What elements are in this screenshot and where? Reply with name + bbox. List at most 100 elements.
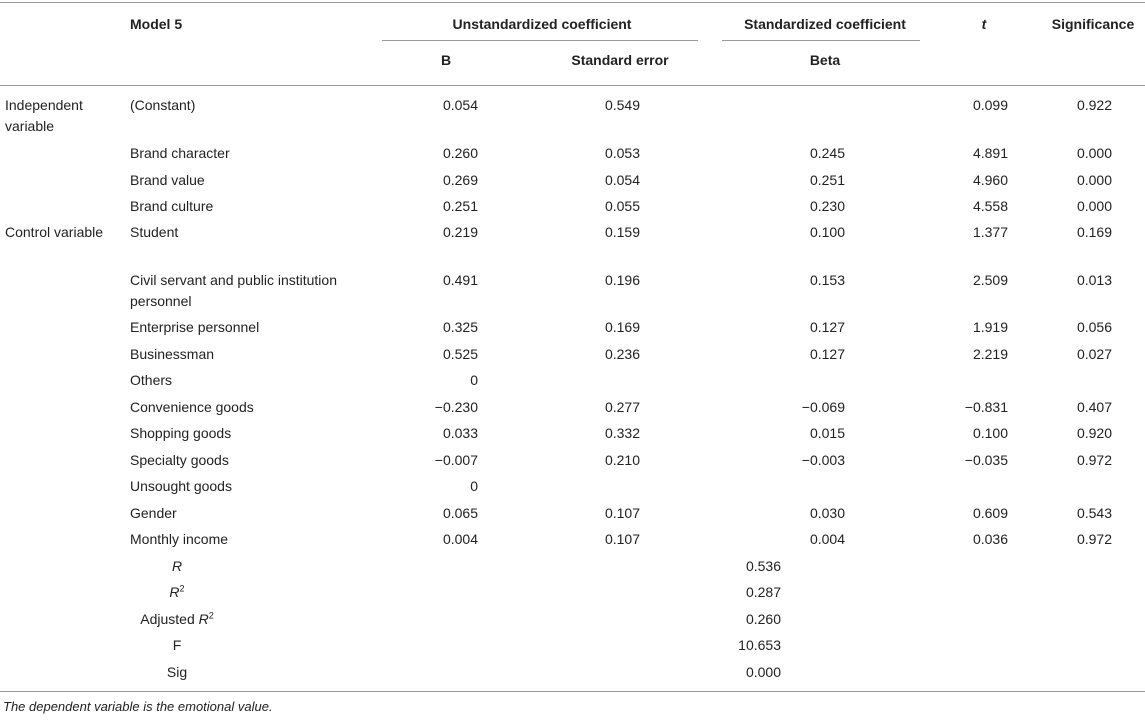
row-label: Specialty goods (130, 452, 229, 468)
unstd-group-rule (382, 40, 698, 41)
row-label: Student (130, 224, 179, 240)
header-beta: Beta (809, 52, 841, 68)
cell-significance: 0.056 (1076, 319, 1112, 335)
cell-beta: 0.230 (809, 198, 845, 214)
cell-significance: 0.027 (1076, 346, 1112, 362)
cell-significance: 0.000 (1076, 172, 1112, 188)
cell-beta: 0.127 (809, 319, 845, 335)
cell-b: 0.033 (442, 425, 478, 441)
row-label: Enterprise personnel (130, 319, 260, 335)
stat-label-superscript: 2 (208, 610, 214, 621)
cell-t: 2.509 (972, 272, 1008, 288)
cell-beta: 0.251 (809, 172, 845, 188)
cell-t: 4.891 (972, 145, 1008, 161)
cell-standard-error: 0.332 (604, 425, 640, 441)
cell-significance: 0.920 (1076, 425, 1112, 441)
stat-label: Adjusted R2 (140, 610, 214, 628)
cell-significance: 0.972 (1076, 452, 1112, 468)
cell-beta: 0.245 (809, 145, 845, 161)
row-label: Brand character (130, 145, 230, 161)
cell-t: 0.099 (972, 97, 1008, 113)
cell-b: 0.269 (442, 172, 478, 188)
row-label: Businessman (130, 346, 215, 362)
cell-beta: −0.003 (801, 452, 845, 468)
cell-t: 1.377 (972, 224, 1008, 240)
cell-t: 2.219 (972, 346, 1008, 362)
cell-standard-error: 0.210 (604, 452, 640, 468)
cell-significance: 0.972 (1076, 531, 1112, 547)
cell-b: 0 (470, 372, 478, 388)
row-label: (Constant) (130, 97, 196, 113)
cell-standard-error: 0.236 (604, 346, 640, 362)
cell-b: 0.219 (442, 224, 478, 240)
cell-standard-error: 0.159 (604, 224, 640, 240)
cell-standard-error: 0.549 (604, 97, 640, 113)
cell-b: 0.491 (442, 272, 478, 288)
cell-standard-error: 0.169 (604, 319, 640, 335)
stat-label-symbol: Sig (166, 664, 188, 680)
row-label: Monthly income (130, 531, 229, 547)
cell-b: 0.065 (442, 505, 478, 521)
row-label: Gender (130, 505, 177, 521)
group-label-independent: Independent variable (5, 97, 83, 134)
cell-significance: 0.000 (1076, 198, 1112, 214)
cell-b: 0.054 (442, 97, 478, 113)
cell-t: 0.100 (972, 425, 1008, 441)
header-standardized: Standardized coefficient (744, 16, 906, 32)
stat-label-symbol: R (171, 558, 183, 574)
row-label: Brand value (130, 172, 205, 188)
cell-standard-error: 0.107 (604, 505, 640, 521)
row-label: Others (130, 372, 173, 388)
stat-label-symbol: F (172, 637, 182, 653)
stat-label: R2 (169, 583, 184, 601)
cell-beta: 0.004 (809, 531, 845, 547)
header-standard-error: Standard error (571, 52, 669, 68)
cell-b: 0.260 (442, 145, 478, 161)
header-bottom-rule (0, 85, 1145, 86)
row-label: Brand culture (130, 198, 214, 214)
stat-value: 10.653 (738, 637, 781, 653)
cell-beta: −0.069 (801, 399, 845, 415)
cell-beta: 0.030 (809, 505, 845, 521)
row-label-continued: personnel (130, 293, 192, 309)
top-rule (0, 2, 1145, 3)
group-label-control: Control variable (5, 224, 104, 240)
cell-b: 0 (470, 478, 478, 494)
cell-t: −0.831 (964, 399, 1008, 415)
cell-significance: 0.407 (1076, 399, 1112, 415)
row-label: Unsought goods (130, 478, 232, 494)
stat-value: 0.287 (745, 584, 781, 600)
cell-standard-error: 0.277 (604, 399, 640, 415)
footnote: The dependent variable is the emotional … (3, 699, 273, 714)
stat-label-symbol: R (169, 584, 180, 600)
row-label: Civil servant and public institution (130, 272, 337, 288)
cell-standard-error: 0.054 (604, 172, 640, 188)
header-significance: Significance (1051, 16, 1135, 32)
cell-beta: 0.015 (809, 425, 845, 441)
cell-beta: 0.127 (809, 346, 845, 362)
cell-standard-error: 0.053 (604, 145, 640, 161)
cell-t: 0.609 (972, 505, 1008, 521)
cell-standard-error: 0.196 (604, 272, 640, 288)
header-unstandardized: Unstandardized coefficient (452, 16, 632, 32)
cell-b: 0.251 (442, 198, 478, 214)
cell-significance: 0.543 (1076, 505, 1112, 521)
cell-t: 1.919 (972, 319, 1008, 335)
row-label: Shopping goods (130, 425, 232, 441)
cell-t: −0.035 (964, 452, 1008, 468)
stat-label: F (173, 636, 182, 654)
header-b: B (440, 52, 452, 68)
std-group-rule (722, 40, 920, 41)
header-t: t (981, 16, 987, 32)
stat-label-superscript: 2 (179, 583, 185, 594)
row-label: Convenience goods (130, 399, 254, 415)
cell-b: −0.230 (434, 399, 478, 415)
cell-significance: 0.169 (1076, 224, 1112, 240)
cell-b: −0.007 (434, 452, 478, 468)
cell-beta: 0.153 (809, 272, 845, 288)
stat-value: 0.000 (745, 664, 781, 680)
cell-standard-error: 0.055 (604, 198, 640, 214)
cell-t: 4.558 (972, 198, 1008, 214)
cell-significance: 0.922 (1076, 97, 1112, 113)
